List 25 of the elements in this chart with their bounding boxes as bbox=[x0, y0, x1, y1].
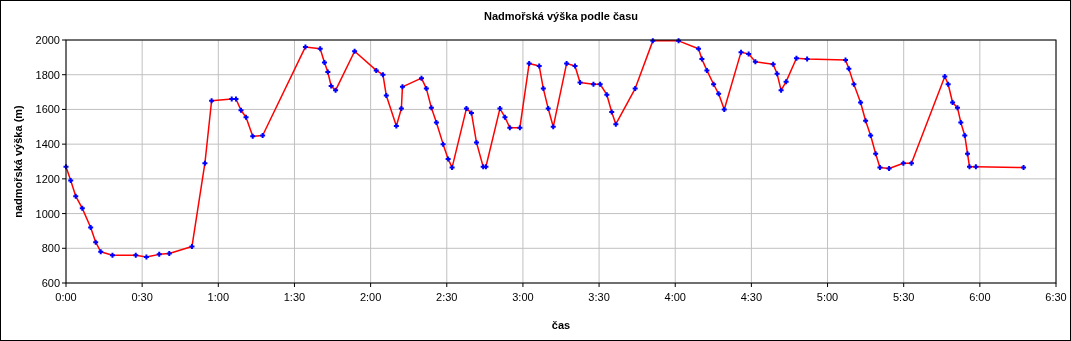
x-tick-label: 5:30 bbox=[892, 291, 915, 303]
x-tick-label: 3:00 bbox=[512, 291, 534, 303]
x-tick-label: 6:00 bbox=[969, 291, 991, 303]
chart-title: Nadmořská výška podle času bbox=[483, 10, 639, 22]
y-tick-label: 1600 bbox=[35, 103, 60, 116]
x-tick-label: 4:30 bbox=[740, 291, 763, 303]
x-tick-label: 6:30 bbox=[1045, 291, 1067, 303]
y-tick-label: 1000 bbox=[35, 207, 60, 220]
x-tick-label: 1:00 bbox=[207, 291, 230, 303]
x-tick-label: 1:30 bbox=[283, 291, 306, 303]
x-tick-label: 4:00 bbox=[664, 291, 686, 303]
y-tick-label: 800 bbox=[41, 242, 60, 255]
x-tick-label: 0:30 bbox=[131, 291, 153, 303]
y-tick-label: 2000 bbox=[35, 34, 60, 46]
x-tick-label: 0:00 bbox=[55, 291, 77, 303]
x-tick-label: 2:00 bbox=[359, 291, 382, 303]
y-tick-label: 1400 bbox=[35, 138, 60, 151]
y-tick-label: 600 bbox=[41, 277, 60, 289]
y-axis-title: nadmořská výška (m) bbox=[12, 104, 24, 218]
y-tick-label: 1200 bbox=[35, 172, 60, 185]
x-tick-label: 3:30 bbox=[588, 291, 610, 303]
x-tick-label: 2:30 bbox=[436, 291, 458, 303]
y-tick-label: 1800 bbox=[35, 68, 60, 81]
x-axis-title: čas bbox=[551, 319, 571, 331]
x-tick-label: 5:00 bbox=[816, 291, 839, 303]
